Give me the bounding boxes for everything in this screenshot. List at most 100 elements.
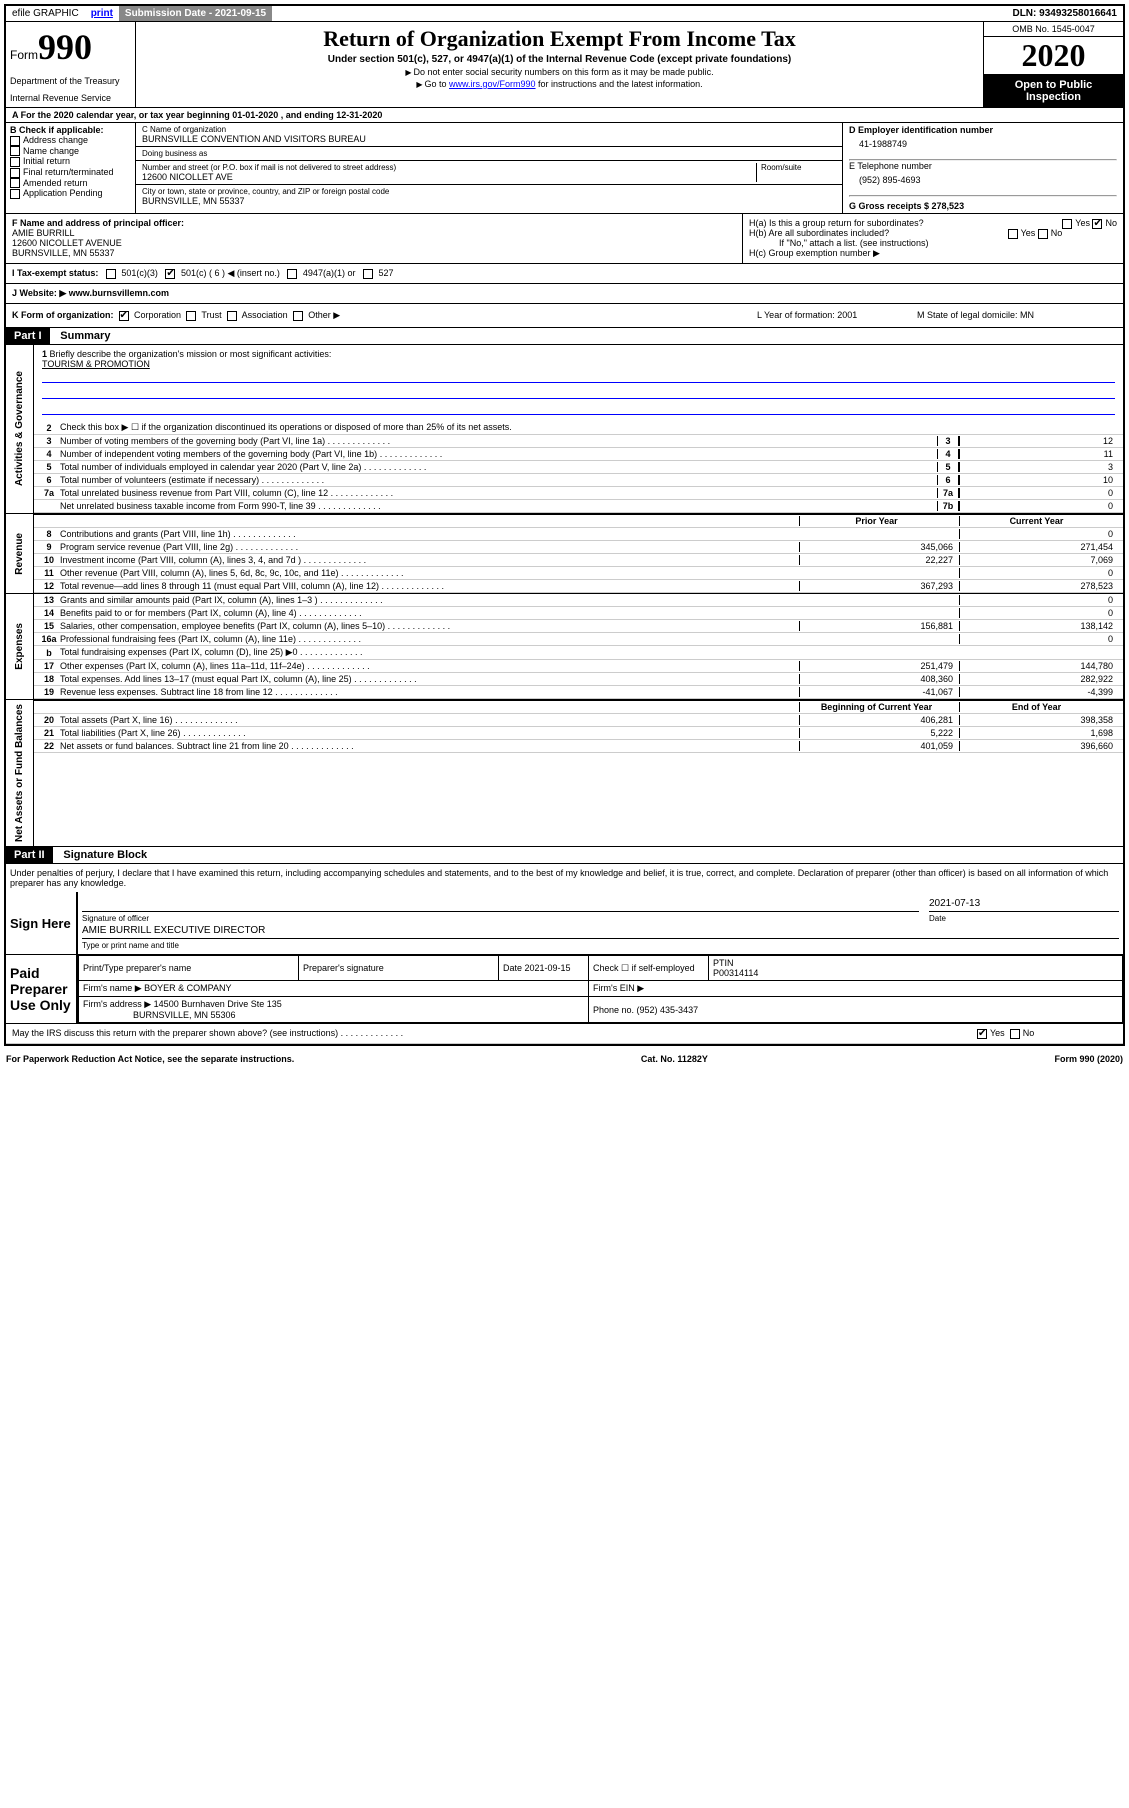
officer-addr2: BURNSVILLE, MN 55337	[12, 248, 736, 258]
top-bar: efile GRAPHIC print Submission Date - 20…	[6, 6, 1123, 22]
efile-label: efile GRAPHIC	[6, 6, 85, 21]
form-number: 990	[38, 26, 92, 68]
open-public: Open to Public Inspection	[984, 75, 1123, 107]
website-url: www.burnsvillemn.com	[69, 288, 169, 298]
vert-expenses: Expenses	[12, 619, 27, 674]
submission-date: Submission Date - 2021-09-15	[119, 6, 272, 21]
current-year-value: 0	[959, 608, 1119, 618]
tax-status-label: I Tax-exempt status:	[12, 268, 98, 278]
line-text: Investment income (Part VIII, column (A)…	[60, 555, 799, 565]
firm-name: BOYER & COMPANY	[144, 983, 231, 993]
prep-sig-label: Preparer's signature	[299, 956, 499, 981]
current-year-value: 282,922	[959, 674, 1119, 684]
irs-label: Internal Revenue Service	[10, 93, 131, 103]
hb: H(b) Are all subordinates included?	[749, 228, 889, 238]
line-text: Benefits paid to or for members (Part IX…	[60, 608, 799, 618]
line-text: Contributions and grants (Part VIII, lin…	[60, 529, 799, 539]
dba-label: Doing business as	[142, 149, 836, 158]
current-year-value: 1,698	[959, 728, 1119, 738]
m-state: M State of legal domicile: MN	[917, 310, 1117, 321]
line-box: 7a	[937, 488, 959, 498]
org-name-label: C Name of organization	[142, 125, 836, 134]
part1-header: Part I	[6, 328, 50, 344]
line-text: Net assets or fund balances. Subtract li…	[60, 741, 799, 751]
ein-label: D Employer identification number	[849, 125, 1117, 135]
line-value: 0	[959, 501, 1119, 511]
current-year-value: 7,069	[959, 555, 1119, 565]
omb-number: OMB No. 1545-0047	[984, 22, 1123, 37]
cb-name[interactable]: Name change	[23, 146, 79, 156]
paid-preparer: Paid Preparer Use Only	[6, 955, 76, 1023]
penalties: Under penalties of perjury, I declare th…	[6, 864, 1123, 892]
line-text: Grants and similar amounts paid (Part IX…	[60, 595, 799, 605]
line-value: 10	[959, 475, 1119, 485]
form-footer: Form 990 (2020)	[1054, 1054, 1123, 1064]
phone-label: E Telephone number	[849, 161, 1117, 171]
officer-name-title: AMIE BURRILL EXECUTIVE DIRECTOR	[82, 925, 1119, 939]
prior-year-value: -41,067	[799, 687, 959, 697]
vert-revenue: Revenue	[12, 529, 27, 579]
dln: DLN: 93493258016641	[1006, 6, 1123, 21]
k-label: K Form of organization:	[12, 310, 114, 320]
cb-address[interactable]: Address change	[23, 135, 88, 145]
current-year-value: 396,660	[959, 741, 1119, 751]
prep-name-label: Print/Type preparer's name	[79, 956, 299, 981]
line-text: Salaries, other compensation, employee b…	[60, 621, 799, 631]
line-value: 3	[959, 462, 1119, 472]
hb-note: If "No," attach a list. (see instruction…	[749, 238, 1117, 248]
current-year-value: 271,454	[959, 542, 1119, 552]
line-text: Total number of volunteers (estimate if …	[60, 475, 937, 485]
ptin: P00314114	[713, 968, 758, 978]
cb-pending[interactable]: Application Pending	[23, 188, 103, 198]
line-text: Total number of individuals employed in …	[60, 462, 937, 472]
firm-ein-label: Firm's EIN ▶	[589, 981, 1123, 997]
firm-addr1: 14500 Burnhaven Drive Ste 135	[154, 999, 282, 1009]
line-box: 6	[937, 475, 959, 485]
prior-year-value: 156,881	[799, 621, 959, 631]
current-year-value: 138,142	[959, 621, 1119, 631]
line-text: Program service revenue (Part VIII, line…	[60, 542, 799, 552]
current-year-value: 278,523	[959, 581, 1119, 591]
mission: TOURISM & PROMOTION	[42, 359, 150, 369]
line-box: 7b	[937, 501, 959, 511]
line-value: 11	[959, 449, 1119, 459]
irs-link[interactable]: www.irs.gov/Form990	[449, 79, 536, 89]
part1-title: Summary	[52, 328, 118, 344]
line-text: Total expenses. Add lines 13–17 (must eq…	[60, 674, 799, 684]
current-year-value: 0	[959, 568, 1119, 578]
website-label: J Website: ▶	[12, 288, 66, 298]
phone: (952) 895-4693	[849, 171, 1117, 195]
prior-year-header: Prior Year	[799, 516, 959, 526]
check-self[interactable]: Check ☐ if self-employed	[589, 956, 709, 981]
form-subtitle: Under section 501(c), 527, or 4947(a)(1)…	[144, 54, 975, 65]
org-name: BURNSVILLE CONVENTION AND VISITORS BUREA…	[142, 134, 836, 144]
current-year-header: Current Year	[959, 516, 1119, 526]
line-text: Total assets (Part X, line 16)	[60, 715, 799, 725]
section-b-title: B Check if applicable:	[10, 125, 131, 135]
cat-no: Cat. No. 11282Y	[641, 1054, 708, 1064]
line-value: 0	[959, 488, 1119, 498]
cb-final[interactable]: Final return/terminated	[23, 167, 114, 177]
ein: 41-1988749	[849, 135, 1117, 159]
cb-amended[interactable]: Amended return	[23, 178, 88, 188]
line-box: 4	[937, 449, 959, 459]
sign-here: Sign Here	[6, 892, 76, 954]
line-text: Total revenue—add lines 8 through 11 (mu…	[60, 581, 799, 591]
print-link[interactable]: print	[91, 8, 113, 19]
form-label: Form	[10, 48, 38, 62]
prep-date: Date 2021-09-15	[499, 956, 589, 981]
prior-year-value: 345,066	[799, 542, 959, 552]
firm-addr2: BURNSVILLE, MN 55306	[133, 1010, 236, 1020]
part2-header: Part II	[6, 847, 53, 863]
sig-officer-label: Signature of officer	[82, 914, 919, 923]
prior-year-value: 408,360	[799, 674, 959, 684]
hc: H(c) Group exemption number ▶	[749, 248, 1117, 259]
cb-initial[interactable]: Initial return	[23, 156, 70, 166]
paperwork: For Paperwork Reduction Act Notice, see …	[6, 1054, 294, 1064]
room-label: Room/suite	[761, 163, 836, 172]
line-text: Number of voting members of the governin…	[60, 436, 937, 446]
prior-year-value: 406,281	[799, 715, 959, 725]
type-name-label: Type or print name and title	[82, 941, 1119, 950]
prior-year-value: 22,227	[799, 555, 959, 565]
prior-year-value: 367,293	[799, 581, 959, 591]
